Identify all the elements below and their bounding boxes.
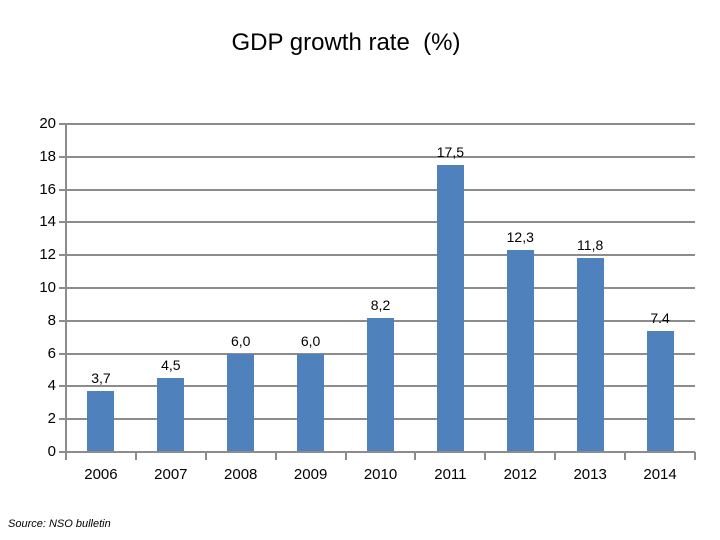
data-label-2014: 7.4	[650, 309, 670, 326]
x-axis-category-label: 2011	[434, 466, 467, 483]
data-label-2011: 17,5	[436, 144, 464, 160]
x-axis-tick	[624, 452, 627, 460]
gridline	[66, 287, 695, 289]
data-label-2013: 11,8	[577, 237, 604, 254]
y-axis-tick	[59, 451, 66, 453]
x-axis-category-label: 2010	[363, 466, 398, 483]
y-axis-tick	[59, 155, 66, 158]
bar-2008	[227, 353, 255, 451]
data-label-2007: 4,5	[161, 357, 181, 374]
gridline	[66, 155, 695, 158]
x-axis-category-label: 2013	[573, 466, 607, 483]
data-label-2006: 3,7	[91, 370, 111, 387]
y-axis-tick-label: 12	[39, 246, 56, 264]
x-axis-category-label: 2009	[293, 466, 328, 483]
y-axis-tick-label: 2	[47, 410, 56, 428]
y-axis-tick	[59, 287, 66, 289]
gridline	[66, 188, 695, 191]
y-axis-line	[65, 124, 67, 460]
y-axis-tick-label: 4	[47, 377, 56, 395]
y-axis-tick-label: 8	[47, 311, 56, 329]
y-axis-tick-label: 10	[39, 279, 56, 296]
y-axis-tick	[59, 418, 66, 421]
data-label-2012: 12,3	[506, 229, 534, 246]
y-axis-tick-label: 18	[39, 147, 56, 165]
y-axis-tick-label: 20	[39, 115, 56, 132]
x-axis-category-label: 2007	[154, 466, 188, 483]
x-axis-category-label: 2006	[84, 466, 118, 483]
x-axis-category-label: 2012	[503, 466, 537, 483]
x-axis-category-label: 2014	[643, 466, 677, 483]
gridline	[66, 254, 695, 257]
bar-2009	[297, 353, 325, 451]
y-axis-tick	[59, 188, 66, 191]
y-axis-tick	[59, 385, 66, 388]
gridline	[66, 221, 695, 224]
data-label-2010: 8,2	[370, 296, 391, 313]
x-axis-line	[66, 451, 695, 453]
bar-2014	[646, 330, 674, 451]
x-axis-tick	[274, 452, 277, 460]
y-axis-tick-label: 14	[39, 213, 56, 231]
x-axis-tick	[414, 452, 417, 460]
x-axis-tick	[134, 452, 137, 460]
y-axis-tick-label: 6	[47, 344, 56, 362]
bar-2011	[436, 165, 464, 451]
x-axis-tick	[694, 452, 696, 460]
bar-2010	[367, 317, 394, 451]
y-axis-tick	[59, 319, 66, 322]
bar-2012	[506, 250, 534, 451]
y-axis-tick-label: 0	[47, 443, 56, 460]
source-note: Source: NSO bulletin	[8, 518, 111, 530]
bar-2007	[157, 378, 185, 451]
y-axis-tick	[59, 254, 66, 257]
x-axis-category-label: 2008	[224, 466, 258, 483]
y-axis-tick	[59, 123, 66, 125]
y-axis-tick	[59, 221, 66, 224]
x-axis-tick	[554, 452, 557, 460]
data-label-2008: 6,0	[230, 332, 251, 349]
gridline	[66, 123, 695, 125]
x-axis-tick	[484, 452, 487, 460]
x-axis-tick	[204, 452, 207, 460]
y-axis-tick-label: 16	[39, 180, 56, 198]
bar-2006	[87, 391, 115, 451]
chart-title: GDP growth rate (%)	[231, 29, 461, 56]
x-axis-tick	[344, 452, 347, 460]
bar-2013	[576, 258, 604, 451]
y-axis-tick	[59, 352, 66, 355]
data-label-2009: 6,0	[300, 332, 321, 349]
x-axis-tick	[65, 452, 67, 460]
